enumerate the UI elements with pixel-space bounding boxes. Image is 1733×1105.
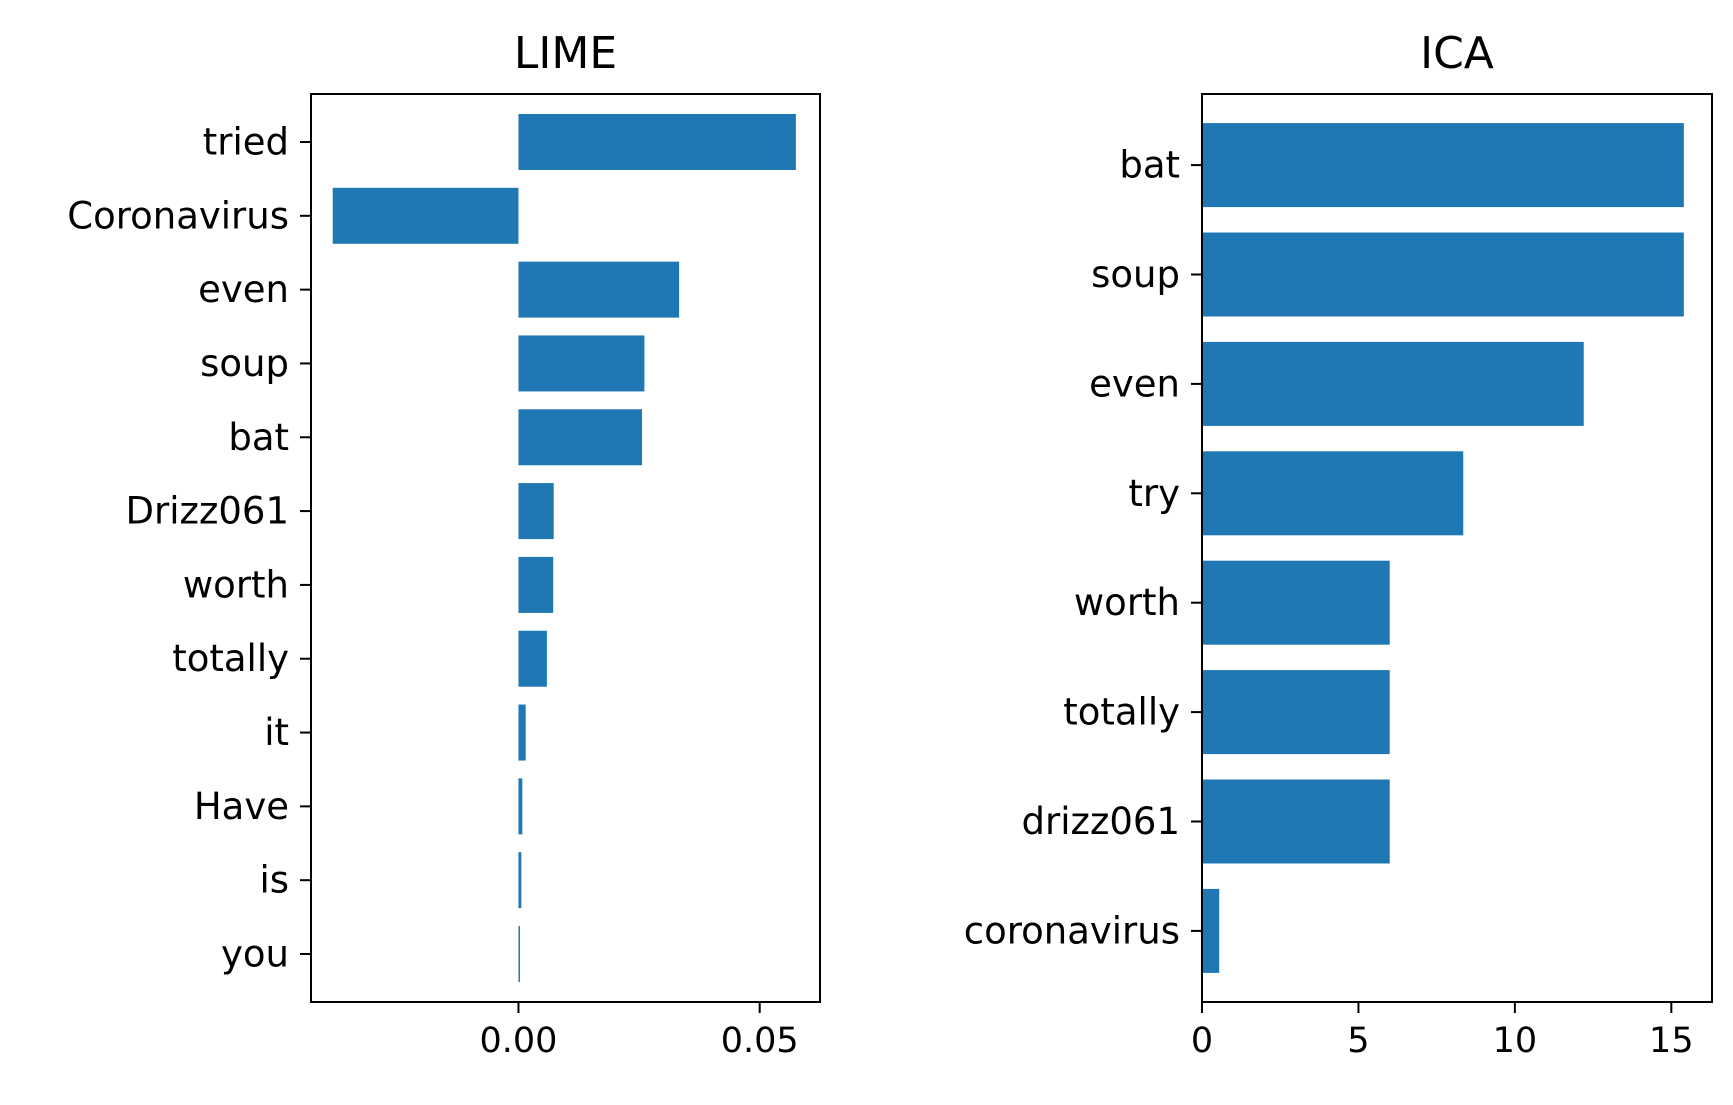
lime-bar <box>518 630 547 687</box>
lime-category-label: totally <box>172 637 289 680</box>
lime-bar <box>518 483 554 540</box>
ica-bar <box>1202 560 1390 645</box>
lime-category-label: it <box>264 711 289 754</box>
lime-bar <box>518 261 680 318</box>
ica-bar <box>1202 779 1390 864</box>
lime-category-label: soup <box>200 342 289 385</box>
ica-xtick-label: 5 <box>1347 1021 1369 1061</box>
lime-chart-title: LIME <box>514 28 617 79</box>
lime-category-label: Coronavirus <box>67 194 289 237</box>
lime-axes-frame <box>310 93 821 1003</box>
ica-xtick-label: 15 <box>1649 1021 1694 1061</box>
ica-chart-title: ICA <box>1420 28 1494 79</box>
lime-bar <box>518 556 554 613</box>
lime-category-label: is <box>259 859 289 902</box>
lime-category-label: bat <box>228 416 289 459</box>
lime-category-label: you <box>221 933 289 976</box>
lime-bar <box>332 187 519 244</box>
lime-category-label: tried <box>203 120 289 163</box>
lime-bar <box>518 113 796 170</box>
ica-category-label: bat <box>1119 144 1180 187</box>
ica-bar <box>1202 232 1684 317</box>
ica-category-label: drizz061 <box>1022 800 1180 843</box>
ica-category-label: totally <box>1063 691 1180 734</box>
ica-bar <box>1202 888 1220 973</box>
lime-panel: tried Coronavirus even soup bat Drizz061 worth… <box>67 28 821 1061</box>
lime-bar <box>518 409 642 466</box>
lime-bar <box>518 704 526 761</box>
ica-category-label: worth <box>1074 581 1180 624</box>
lime-category-label: Drizz061 <box>126 490 289 533</box>
ica-panel: bat soup even try worth totally drizz061 corona… <box>964 28 1713 1061</box>
lime-category-label: even <box>198 268 289 311</box>
lime-bar <box>518 335 645 392</box>
ica-xtick-label: 0 <box>1191 1021 1213 1061</box>
ica-axes-frame <box>1201 93 1713 1003</box>
ica-bar <box>1202 451 1464 536</box>
lime-bar <box>518 778 523 835</box>
lime-bar <box>518 852 522 909</box>
ica-bar <box>1202 123 1684 208</box>
ica-bar <box>1202 670 1390 755</box>
ica-category-label: even <box>1089 362 1180 405</box>
lime-category-label: worth <box>183 563 289 606</box>
ica-category-label: soup <box>1091 253 1180 296</box>
lime-xtick-label: 0.05 <box>721 1021 799 1061</box>
ica-bar <box>1202 341 1584 426</box>
ica-category-label: try <box>1128 472 1180 515</box>
ica-xtick-label: 10 <box>1493 1021 1538 1061</box>
lime-xtick-label: 0.00 <box>479 1021 557 1061</box>
lime-bar <box>518 926 520 983</box>
ica-category-label: coronavirus <box>964 909 1180 952</box>
lime-category-label: Have <box>194 785 289 828</box>
